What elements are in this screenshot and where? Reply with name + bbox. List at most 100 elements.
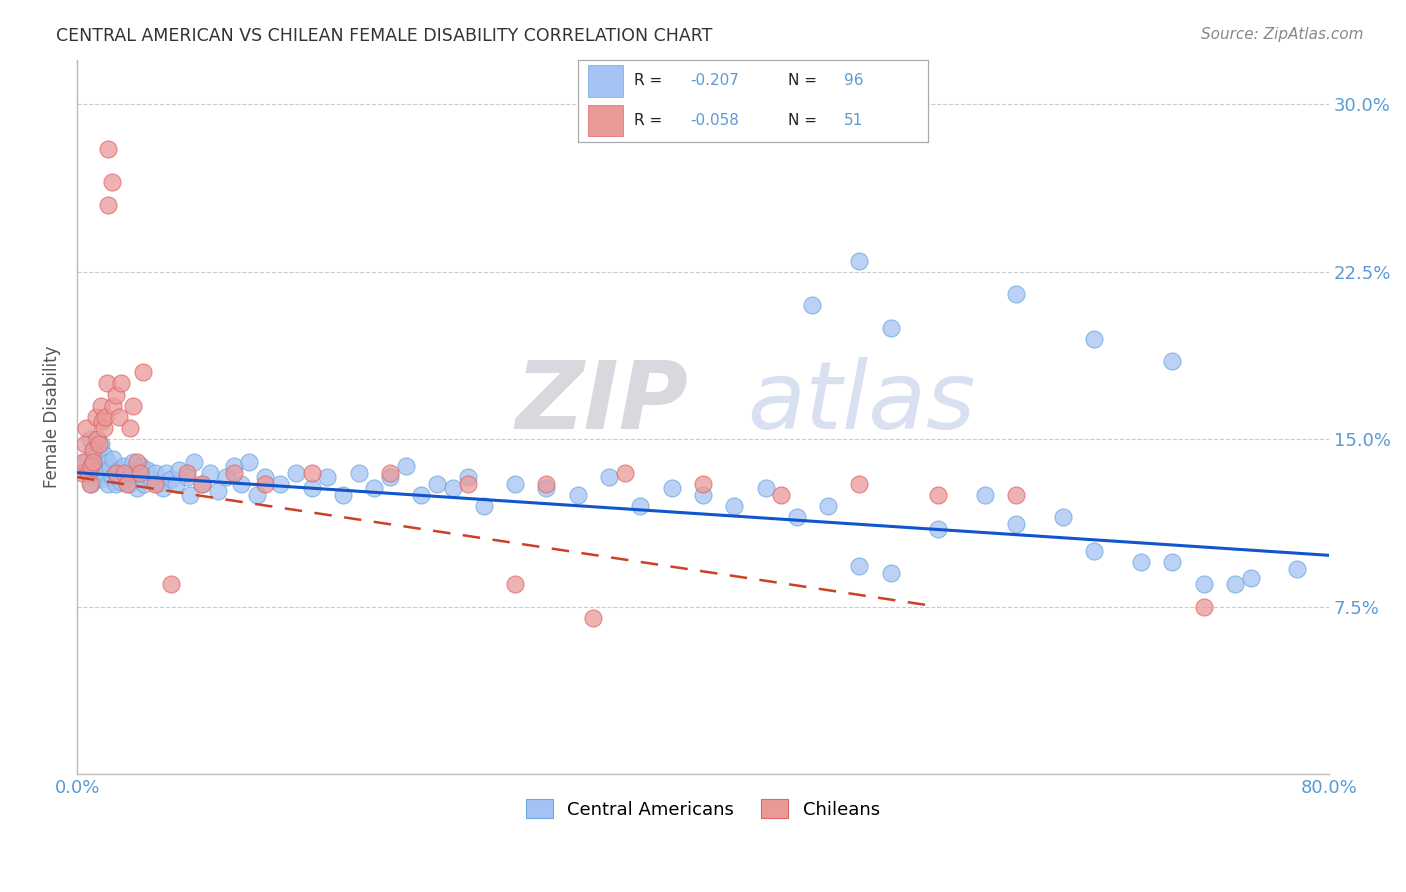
Point	[105, 466, 128, 480]
Point	[1083, 544, 1105, 558]
Point	[93, 448, 115, 462]
Point	[96, 376, 118, 391]
Point	[87, 436, 110, 450]
Point	[110, 376, 132, 391]
Point	[97, 454, 120, 468]
Point	[73, 436, 96, 450]
Point	[105, 466, 128, 480]
Point	[86, 432, 108, 446]
Point	[879, 566, 901, 581]
Point	[253, 470, 276, 484]
Point	[70, 466, 93, 480]
Point	[582, 611, 605, 625]
Point	[100, 175, 122, 189]
Point	[76, 421, 98, 435]
Point	[91, 458, 114, 473]
Point	[134, 476, 156, 491]
Point	[1223, 577, 1246, 591]
Point	[108, 409, 131, 424]
Point	[253, 476, 276, 491]
Point	[191, 476, 214, 491]
Point	[120, 421, 142, 435]
Point	[129, 458, 152, 473]
Point	[160, 577, 183, 591]
Point	[82, 454, 104, 468]
Point	[90, 436, 112, 450]
Point	[378, 466, 401, 480]
Point	[118, 476, 141, 491]
Point	[112, 458, 135, 473]
Point	[661, 481, 683, 495]
Point	[222, 466, 245, 480]
Point	[167, 463, 190, 477]
Point	[269, 476, 291, 491]
Point	[927, 521, 949, 535]
Point	[79, 476, 101, 491]
Point	[723, 499, 745, 513]
Point	[848, 253, 870, 268]
Point	[91, 414, 114, 428]
Point	[441, 481, 464, 495]
Point	[198, 466, 221, 480]
Point	[1192, 599, 1215, 614]
Point	[598, 470, 620, 484]
Text: CENTRAL AMERICAN VS CHILEAN FEMALE DISABILITY CORRELATION CHART: CENTRAL AMERICAN VS CHILEAN FEMALE DISAB…	[56, 27, 713, 45]
Point	[1005, 287, 1028, 301]
Point	[817, 499, 839, 513]
Point	[692, 488, 714, 502]
Text: atlas: atlas	[747, 357, 974, 448]
Point	[411, 488, 433, 502]
Point	[183, 454, 205, 468]
Point	[692, 476, 714, 491]
Point	[207, 483, 229, 498]
Point	[285, 466, 308, 480]
Point	[114, 467, 136, 482]
Point	[215, 470, 238, 484]
Point	[1005, 488, 1028, 502]
Point	[86, 463, 108, 477]
Point	[101, 452, 124, 467]
Point	[98, 461, 121, 475]
Point	[143, 476, 166, 491]
Legend: Central Americans, Chileans: Central Americans, Chileans	[519, 792, 887, 826]
Point	[90, 472, 112, 486]
Point	[122, 454, 145, 468]
Point	[238, 454, 260, 468]
Point	[628, 499, 651, 513]
Point	[848, 476, 870, 491]
Point	[316, 470, 339, 484]
Point	[1161, 555, 1184, 569]
Point	[72, 454, 94, 468]
Point	[94, 466, 117, 480]
Point	[973, 488, 995, 502]
Point	[152, 481, 174, 495]
Point	[879, 320, 901, 334]
Point	[1161, 354, 1184, 368]
Point	[1239, 571, 1261, 585]
Text: ZIP: ZIP	[515, 357, 688, 449]
Point	[160, 472, 183, 486]
Point	[301, 466, 323, 480]
Point	[108, 463, 131, 477]
Point	[125, 454, 148, 468]
Point	[457, 470, 479, 484]
Point	[1192, 577, 1215, 591]
Point	[347, 466, 370, 480]
Point	[143, 466, 166, 480]
Point	[395, 458, 418, 473]
Point	[1130, 555, 1153, 569]
Point	[82, 458, 104, 473]
Point	[786, 510, 808, 524]
Point	[231, 476, 253, 491]
Point	[128, 470, 150, 484]
Point	[801, 298, 824, 312]
Point	[378, 470, 401, 484]
Point	[222, 458, 245, 473]
Point	[332, 488, 354, 502]
Point	[613, 466, 636, 480]
Point	[80, 458, 103, 473]
Point	[93, 421, 115, 435]
Point	[179, 488, 201, 502]
Point	[139, 472, 162, 486]
Point	[848, 559, 870, 574]
